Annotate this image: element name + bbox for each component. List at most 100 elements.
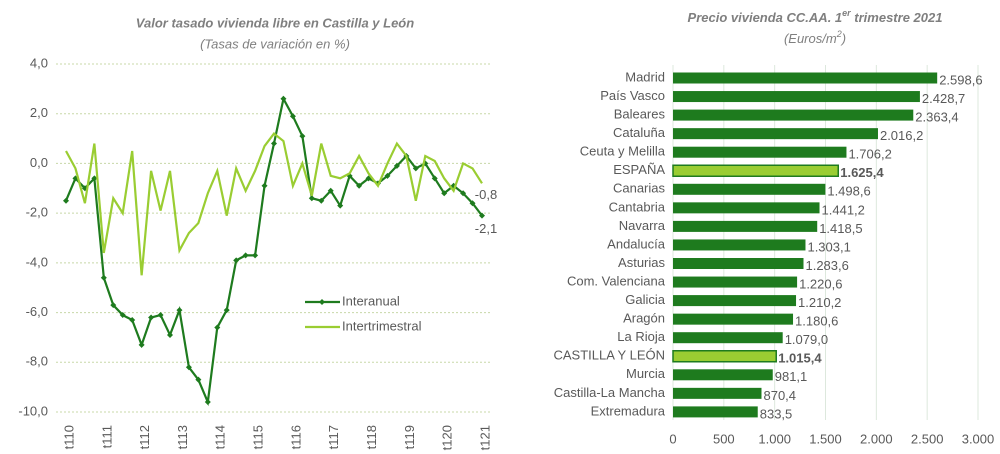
data-label: 2.016,2: [880, 128, 923, 143]
x-tick-label: t111: [99, 425, 114, 448]
data-label: 1.625,4: [840, 165, 884, 180]
marker: [337, 202, 344, 209]
bar: [673, 276, 798, 288]
series-line: [65, 132, 483, 276]
data-label: 1.079,0: [785, 332, 828, 347]
marker: [110, 302, 117, 309]
bar: [673, 332, 783, 344]
category-label: Galicia: [625, 292, 666, 307]
bar: [673, 406, 758, 418]
bar: [672, 350, 777, 363]
data-label: 2.363,4: [915, 110, 958, 125]
category-label: Cataluña: [613, 125, 666, 140]
right-subtitle: (Euros/m2): [784, 29, 846, 46]
bar: [673, 239, 806, 251]
data-label: 1.015,4: [778, 351, 822, 366]
marker: [91, 175, 98, 182]
category-label: Aragón: [623, 311, 665, 326]
category-label: País Vasco: [600, 88, 665, 103]
legend-marker: [319, 299, 325, 305]
x-tick-label: 500: [713, 431, 735, 446]
marker: [63, 197, 69, 204]
marker: [233, 257, 240, 264]
category-label: Extremadura: [591, 403, 666, 418]
marker: [261, 182, 268, 189]
y-tick-label: 4,0: [30, 55, 48, 70]
marker: [214, 324, 221, 331]
bar: [673, 313, 794, 325]
x-tick-label: t112: [137, 425, 152, 449]
data-label: 1.706,2: [848, 147, 891, 162]
marker: [223, 307, 230, 314]
y-tick-label: -4,0: [26, 254, 48, 269]
subtitle-part: (Euros/m: [784, 31, 837, 46]
category-label: La Rioja: [617, 329, 665, 344]
marker: [469, 200, 476, 207]
marker: [327, 187, 334, 194]
x-tick-label: t115: [251, 425, 266, 449]
subtitle-sup: 2: [836, 29, 842, 39]
x-tick-label: 3.000: [962, 431, 995, 446]
category-label: Andalucía: [607, 236, 666, 251]
marker: [157, 312, 164, 319]
bar: [673, 128, 878, 140]
y-tick-label: 2,0: [30, 105, 48, 120]
category-label: Cantabria: [609, 199, 666, 214]
marker: [138, 341, 145, 348]
bar: [673, 220, 818, 232]
y-tick-label: -2,0: [26, 205, 48, 220]
bar: [673, 369, 773, 381]
marker: [195, 376, 202, 383]
category-label: Castilla-La Mancha: [554, 385, 666, 400]
marker: [412, 165, 419, 172]
category-label: Murcia: [626, 366, 666, 381]
data-label: -2,1: [475, 221, 497, 236]
marker: [271, 140, 277, 147]
title-part: Precio vivienda CC.AA. 1: [688, 10, 843, 25]
category-label: Baleares: [614, 107, 666, 122]
data-label: 2.428,7: [922, 91, 965, 106]
marker: [318, 197, 325, 204]
x-tick-label: t110: [61, 425, 76, 449]
marker: [431, 175, 438, 182]
y-tick-label: -8,0: [26, 354, 48, 369]
right-title: Precio vivienda CC.AA. 1er trimestre 202…: [688, 8, 943, 25]
bar: [673, 258, 804, 269]
data-label: -0,8: [475, 187, 497, 202]
x-tick-label: t117: [326, 425, 341, 449]
marker: [356, 182, 363, 189]
marker: [100, 274, 107, 281]
marker: [393, 162, 400, 169]
left-title: Valor tasado vivienda libre en Castilla …: [136, 15, 414, 30]
marker: [176, 307, 183, 314]
marker: [204, 399, 211, 406]
y-tick-label: 0,0: [30, 155, 48, 170]
marker: [289, 113, 296, 120]
data-label: 1.498,6: [827, 184, 870, 199]
marker: [280, 95, 287, 102]
marker: [299, 133, 306, 140]
category-label: ESPAÑA: [613, 162, 665, 177]
title-part: trimestre 2021: [851, 10, 943, 25]
x-tick-label: 1.500: [809, 431, 842, 446]
marker: [252, 252, 259, 259]
bar: [673, 295, 797, 307]
bar: [673, 91, 920, 103]
marker: [119, 312, 126, 319]
category-label: Com. Valenciana: [567, 273, 666, 288]
data-label: 1.210,2: [798, 295, 841, 310]
data-label: 833,5: [760, 406, 793, 421]
category-label: Madrid: [625, 69, 665, 84]
category-label: Asturias: [618, 255, 665, 270]
x-tick-label: 2.000: [860, 431, 893, 446]
x-tick-label: t113: [175, 425, 190, 449]
x-tick-label: t114: [213, 425, 228, 449]
x-tick-label: t120: [440, 425, 455, 450]
marker: [148, 314, 155, 321]
title-sup: er: [842, 8, 851, 18]
bar: [673, 202, 820, 214]
data-label: 1.303,1: [807, 239, 850, 254]
marker: [441, 190, 448, 197]
subtitle-part: ): [840, 31, 846, 46]
